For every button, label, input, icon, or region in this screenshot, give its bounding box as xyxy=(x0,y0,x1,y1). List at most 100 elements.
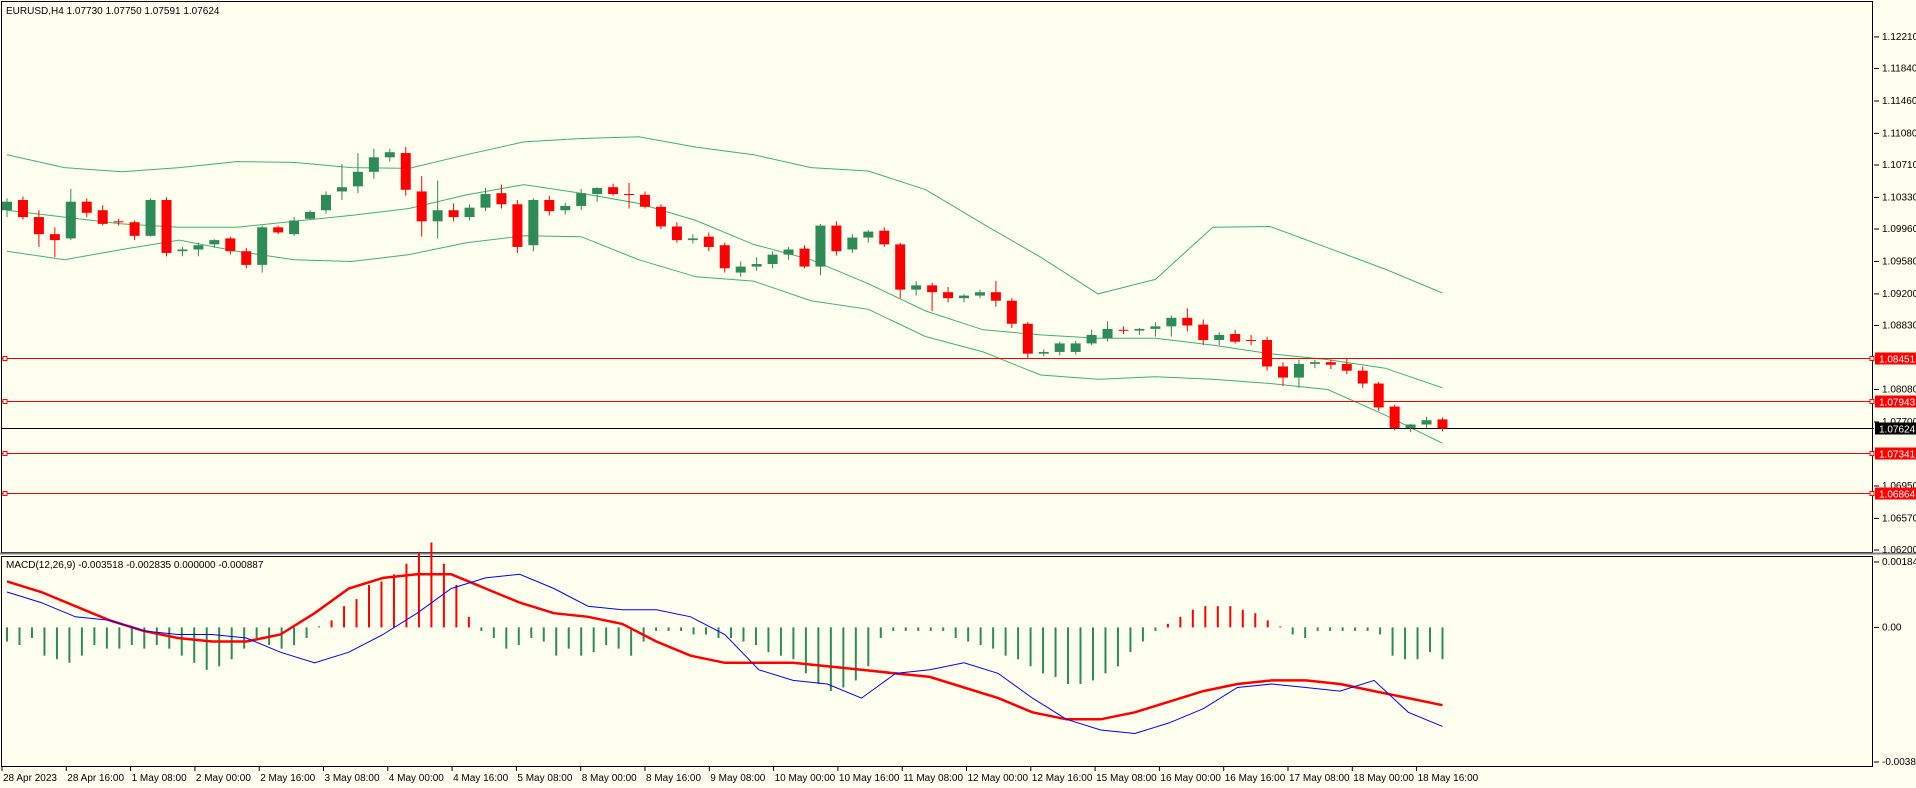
candle-body xyxy=(911,285,922,290)
price-tick-label: 1.12210 xyxy=(1882,32,1916,43)
level-anchor-handle[interactable] xyxy=(2,451,8,456)
time-tick-label: 3 May 08:00 xyxy=(325,773,380,784)
candle-body xyxy=(624,194,635,196)
candle-body xyxy=(1070,343,1081,352)
bullish-candle xyxy=(959,293,969,303)
macd-histogram xyxy=(6,542,1444,692)
time-tick-label: 18 May 00:00 xyxy=(1353,773,1414,784)
bearish-candle xyxy=(161,197,172,257)
candle-body xyxy=(1022,323,1033,354)
candle-body xyxy=(2,201,12,211)
bearish-candle xyxy=(1230,329,1241,344)
bearish-candle xyxy=(416,176,427,237)
bearish-candle xyxy=(1182,308,1193,332)
bullish-candle xyxy=(687,234,698,244)
bearish-candle xyxy=(1357,366,1368,388)
bearish-candle xyxy=(799,245,810,269)
candle-body xyxy=(225,238,236,252)
bullish-candle xyxy=(783,246,794,260)
candle-body xyxy=(1389,406,1400,428)
candle-body xyxy=(959,295,969,299)
level-anchor-handle[interactable] xyxy=(1869,399,1875,404)
bearish-candle xyxy=(512,199,523,253)
bearish-candle xyxy=(608,183,619,196)
candle-body xyxy=(640,194,650,207)
bearish-candle xyxy=(241,247,252,269)
candle-body xyxy=(974,292,985,296)
bullish-candle xyxy=(1150,322,1161,337)
bearish-candle xyxy=(1389,404,1400,431)
bullish-candle xyxy=(1102,321,1113,342)
candle-body xyxy=(1373,383,1384,408)
candle-body xyxy=(544,199,555,212)
candle-body xyxy=(927,285,938,293)
price-tick-label: 1.08080 xyxy=(1882,385,1916,396)
candle-body xyxy=(990,292,1001,301)
candle-body xyxy=(193,245,204,250)
level-anchor-handle[interactable] xyxy=(2,356,8,361)
candle-body xyxy=(735,266,746,273)
time-tick-label: 16 May 00:00 xyxy=(1160,773,1221,784)
horizontal-levels[interactable]: 1.08451 1.07943 1.07341 1.06864 1.07624 xyxy=(2,352,1916,501)
bearish-candle xyxy=(1118,326,1129,335)
candle-body xyxy=(1309,362,1320,364)
candle-body xyxy=(1246,339,1257,341)
candle-body xyxy=(464,207,475,218)
candle-body xyxy=(97,210,108,224)
candle-body xyxy=(608,187,619,195)
candle-body xyxy=(1086,334,1097,344)
time-tick-label: 15 May 08:00 xyxy=(1096,773,1157,784)
level-price-tag xyxy=(1875,487,1916,500)
time-tick-label: 28 Apr 16:00 xyxy=(67,773,124,784)
bollinger-upper-band xyxy=(6,136,1443,295)
candle-body xyxy=(831,225,842,252)
time-tick-label: 5 May 08:00 xyxy=(517,773,572,784)
bullish-candle xyxy=(974,289,985,299)
price-tick-label: 1.08830 xyxy=(1882,320,1916,331)
price-tick-label: 1.07700 xyxy=(1882,417,1916,428)
price-tick-label: 1.06950 xyxy=(1882,481,1916,492)
price-y-axis: 1.12210 1.11840 1.11460 1.11080 1.10710 1.103… xyxy=(1874,32,1916,556)
bearish-candle xyxy=(1341,357,1352,375)
candle-body xyxy=(1182,317,1193,326)
bullish-candle xyxy=(368,148,379,179)
bearish-candle xyxy=(927,282,938,311)
time-tick-label: 10 May 00:00 xyxy=(775,773,836,784)
candle-body xyxy=(209,240,220,245)
macd-tick-label: 0.001849 xyxy=(1882,557,1916,568)
candle-body xyxy=(751,264,762,267)
candle-body xyxy=(560,205,571,211)
level-anchor-handle[interactable] xyxy=(2,491,8,496)
bearish-candle xyxy=(831,221,842,256)
price-tick-label: 1.09200 xyxy=(1882,289,1916,300)
candle-body xyxy=(352,171,363,187)
bullish-candle xyxy=(2,198,12,218)
candle-body xyxy=(400,153,411,190)
bearish-candle xyxy=(671,222,682,243)
bullish-candle xyxy=(576,188,587,211)
candle-body xyxy=(416,191,427,222)
bullish-candle xyxy=(1134,328,1145,335)
candle-body xyxy=(49,234,60,241)
level-anchor-handle[interactable] xyxy=(1869,451,1875,456)
candle-body xyxy=(719,245,730,269)
bullish-candle xyxy=(1166,315,1177,337)
candle-body xyxy=(799,248,810,267)
candle-body xyxy=(273,227,284,233)
bearish-candle xyxy=(33,210,44,247)
level-anchor-handle[interactable] xyxy=(1869,356,1875,361)
level-anchor-handle[interactable] xyxy=(1869,491,1875,496)
candle-body xyxy=(847,237,858,250)
candle-body xyxy=(496,193,507,205)
price-tick-label: 1.09960 xyxy=(1882,224,1916,235)
level-anchor-handle[interactable] xyxy=(2,399,8,404)
candle-body xyxy=(592,188,603,195)
candle-body xyxy=(943,292,954,299)
candle-body xyxy=(783,249,794,255)
candle-body xyxy=(1421,420,1432,425)
bullish-candle xyxy=(863,229,874,243)
candle-body xyxy=(687,238,698,241)
